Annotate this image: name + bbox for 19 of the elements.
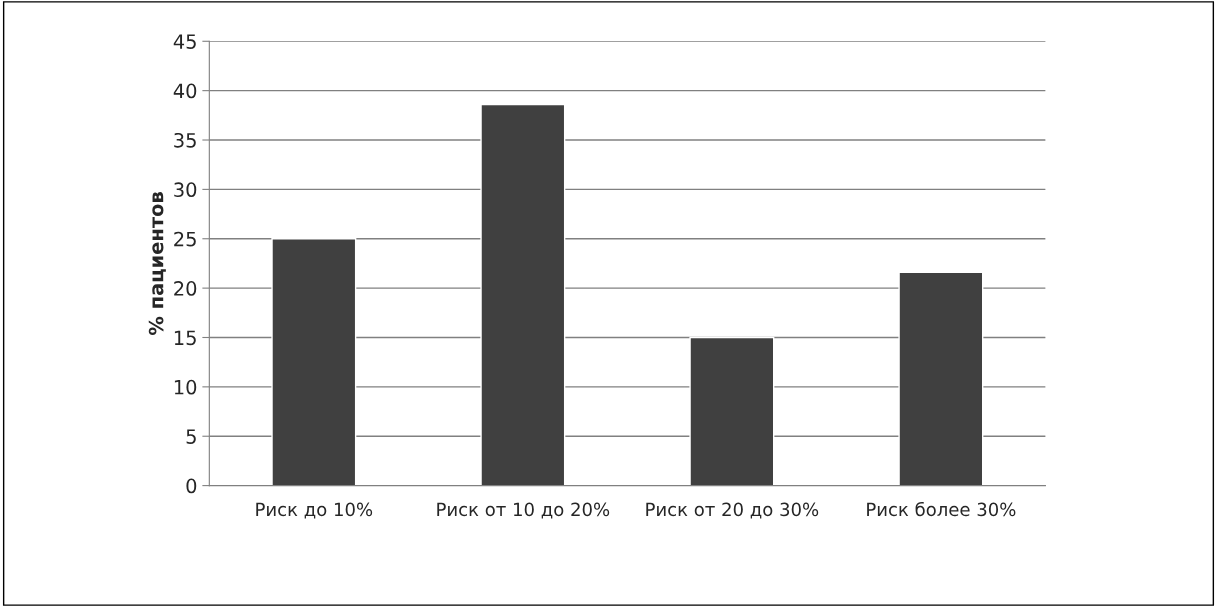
y-tick-label: 0 — [186, 478, 197, 494]
y-tick-label: 10 — [174, 379, 197, 395]
x-tick-label: Риск более 30% — [867, 501, 1016, 517]
bar — [689, 336, 775, 486]
y-tick-label: 25 — [174, 231, 196, 247]
bar — [480, 103, 566, 486]
y-tick-label: 5 — [186, 429, 196, 444]
y-tick-label: 15 — [174, 330, 196, 346]
bar — [898, 271, 984, 486]
x-tick-label: Риск от 20 до 30% — [646, 502, 819, 519]
y-tick-label: 30 — [174, 182, 197, 198]
x-tick-label: Риск до 10% — [256, 502, 373, 519]
y-tick-label: 20 — [174, 281, 197, 296]
y-axis-title: % пациентов — [148, 192, 166, 336]
y-tick-label: 40 — [173, 83, 197, 99]
y-tick-label: 35 — [174, 132, 196, 148]
bar — [271, 238, 357, 486]
x-tick-label: Риск от 10 до 20% — [437, 502, 610, 519]
y-tick-label: 45 — [173, 34, 196, 49]
